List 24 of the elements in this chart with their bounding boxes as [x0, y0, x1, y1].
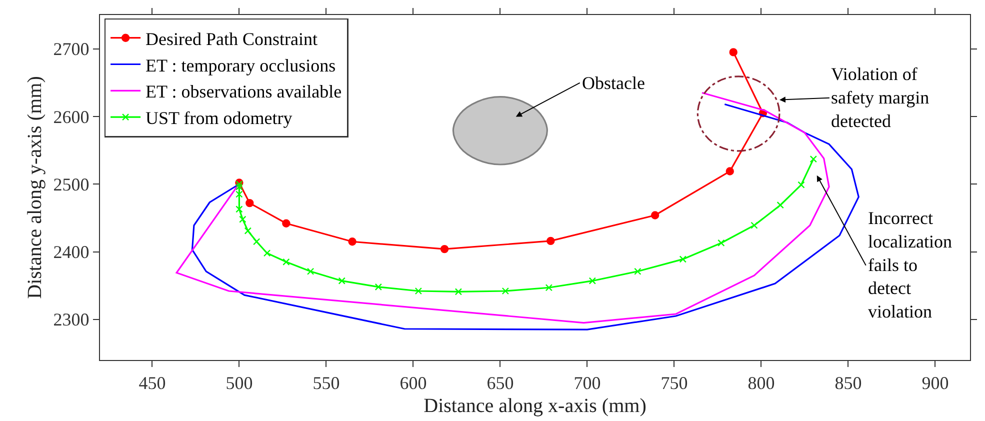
x-tick-label: 600 [400, 372, 427, 393]
legend-label: ET : temporary occlusions [146, 55, 336, 76]
y-tick-label: 2400 [53, 242, 90, 262]
legend-label: Desired Path Constraint [146, 28, 318, 49]
x-tick-label: 550 [312, 372, 340, 393]
x-axis-title: Distance along x-axis (mm) [424, 395, 646, 418]
x-tick-label: 700 [574, 372, 601, 393]
legend-label: UST from odometry [146, 108, 292, 128]
y-axis-title: Distance along y-axis (mm) [24, 76, 46, 299]
x-tick-label: 900 [922, 372, 949, 393]
y-tick-label: 2300 [53, 310, 90, 330]
x-tick-label: 850 [834, 372, 862, 393]
x-tick-label: 800 [748, 372, 775, 393]
y-tick-label: 2500 [53, 174, 90, 194]
legend-label: ET : observations available [146, 82, 342, 102]
annotation: Incorrect localization fails to detect violation [868, 208, 952, 322]
x-tick-label: 500 [226, 372, 253, 393]
annotation: Obstacle [582, 73, 645, 93]
x-tick-label: 450 [138, 372, 166, 393]
x-tick-label: 650 [486, 372, 514, 393]
annotation: Violation of safety margin detected [831, 64, 930, 131]
x-tick-label: 750 [660, 372, 688, 393]
y-tick-label: 2600 [53, 106, 90, 127]
y-tick-label: 2700 [53, 39, 90, 60]
